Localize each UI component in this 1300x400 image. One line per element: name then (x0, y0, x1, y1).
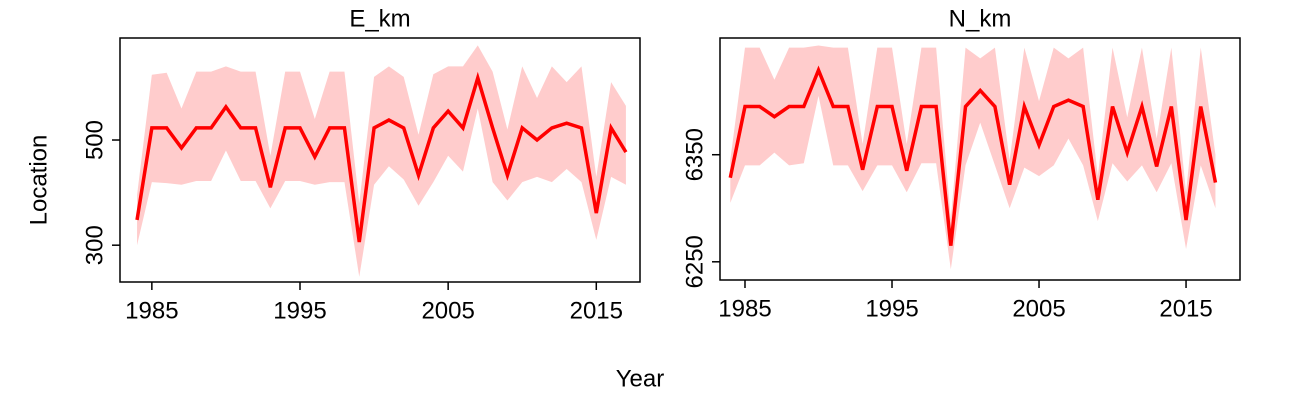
x-axis-label: Year (616, 365, 665, 392)
x-tick-label: 2005 (421, 297, 474, 324)
x-tick-label: 1985 (125, 297, 178, 324)
confidence-band (137, 45, 626, 277)
x-tick-label: 1995 (273, 297, 326, 324)
confidence-band (730, 45, 1216, 270)
x-tick-label: 1985 (718, 295, 771, 322)
x-tick-label: 1995 (865, 295, 918, 322)
x-tick-label: 2005 (1012, 295, 1065, 322)
panel-title: N_km (949, 5, 1012, 32)
series-line (135, 71, 628, 243)
plot-frame (719, 37, 1241, 281)
series-line (728, 65, 1218, 246)
plot-frame (119, 37, 641, 283)
x-tick-label: 2015 (570, 297, 623, 324)
y-tick-label: 6250 (681, 235, 708, 288)
panel-title: E_km (349, 5, 410, 32)
y-tick-label: 300 (81, 225, 108, 265)
x-tick-label: 2015 (1159, 295, 1212, 322)
y-tick-label: 500 (81, 120, 108, 160)
y-tick-label: 6350 (681, 128, 708, 181)
y-axis-label: Location (25, 135, 52, 226)
